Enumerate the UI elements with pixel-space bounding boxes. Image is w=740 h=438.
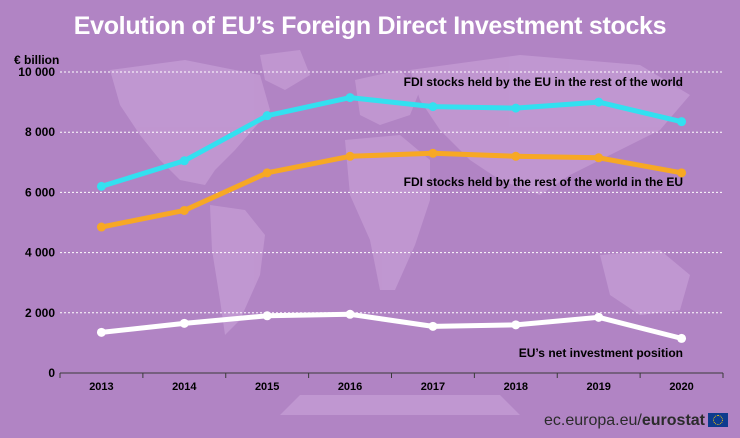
- series-label: FDI stocks held by the EU in the rest of…: [404, 75, 683, 89]
- eu-flag-icon: [708, 413, 728, 427]
- footer-source: ec.europa.eu/eurostat: [544, 412, 728, 430]
- data-point: [96, 181, 106, 191]
- y-axis-ticks: 0 2 000 4 000 6 000 8 000 10 000: [18, 65, 55, 380]
- y-axis-label: € billion: [14, 53, 59, 67]
- y-tick-label: 0: [48, 366, 55, 380]
- x-tick-label: 2015: [255, 381, 279, 393]
- data-point: [511, 151, 521, 161]
- data-point: [262, 311, 272, 321]
- world-map-background: [110, 50, 690, 415]
- y-tick-label: 8 000: [25, 125, 55, 139]
- data-point: [677, 117, 687, 127]
- data-point: [511, 320, 521, 330]
- chart-title: Evolution of EU’s Foreign Direct Investm…: [73, 12, 667, 40]
- x-tick-label: 2020: [669, 381, 693, 393]
- x-tick-label: 2013: [89, 381, 113, 393]
- y-tick-label: 6 000: [25, 185, 55, 199]
- data-point: [511, 103, 521, 113]
- data-point: [179, 156, 189, 166]
- series-eu-inward-fdi: [96, 148, 687, 232]
- data-point: [594, 153, 604, 163]
- data-point: [262, 168, 272, 178]
- footer-brand: eurostat: [641, 412, 705, 429]
- series-eu-outward-fdi: [96, 93, 687, 191]
- data-point: [428, 321, 438, 331]
- x-axis-ticks: 2013 2014 2015 2016 2017 2018 2019 2020: [59, 373, 724, 393]
- data-point: [428, 148, 438, 158]
- series-line: [98, 150, 685, 230]
- x-tick-label: 2014: [172, 381, 197, 393]
- series-line: [98, 311, 685, 341]
- series-layer: [96, 93, 687, 343]
- x-tick-label: 2019: [586, 381, 610, 393]
- data-point: [594, 97, 604, 107]
- data-point: [179, 205, 189, 215]
- footer-site: ec.europa.eu/: [544, 412, 642, 429]
- data-point: [345, 93, 355, 103]
- y-tick-label: 2 000: [25, 306, 55, 320]
- series-eu-net-position: [96, 309, 687, 343]
- y-tick-label: 10 000: [18, 65, 55, 79]
- x-tick-label: 2018: [504, 381, 528, 393]
- data-point: [262, 111, 272, 121]
- x-tick-label: 2016: [338, 381, 362, 393]
- data-point: [345, 309, 355, 319]
- y-tick-label: 4 000: [25, 246, 55, 260]
- data-point: [428, 102, 438, 112]
- data-point: [677, 168, 687, 178]
- series-label: FDI stocks held by the rest of the world…: [404, 175, 683, 189]
- series-label: EU’s net investment position: [519, 346, 683, 360]
- data-point: [594, 312, 604, 322]
- data-point: [179, 318, 189, 328]
- series-labels: FDI stocks held by the EU in the rest of…: [404, 75, 683, 360]
- series-line: [98, 95, 685, 189]
- x-tick-label: 2017: [421, 381, 445, 393]
- data-point: [96, 222, 106, 232]
- data-point: [96, 327, 106, 337]
- data-point: [345, 151, 355, 161]
- data-point: [677, 333, 687, 343]
